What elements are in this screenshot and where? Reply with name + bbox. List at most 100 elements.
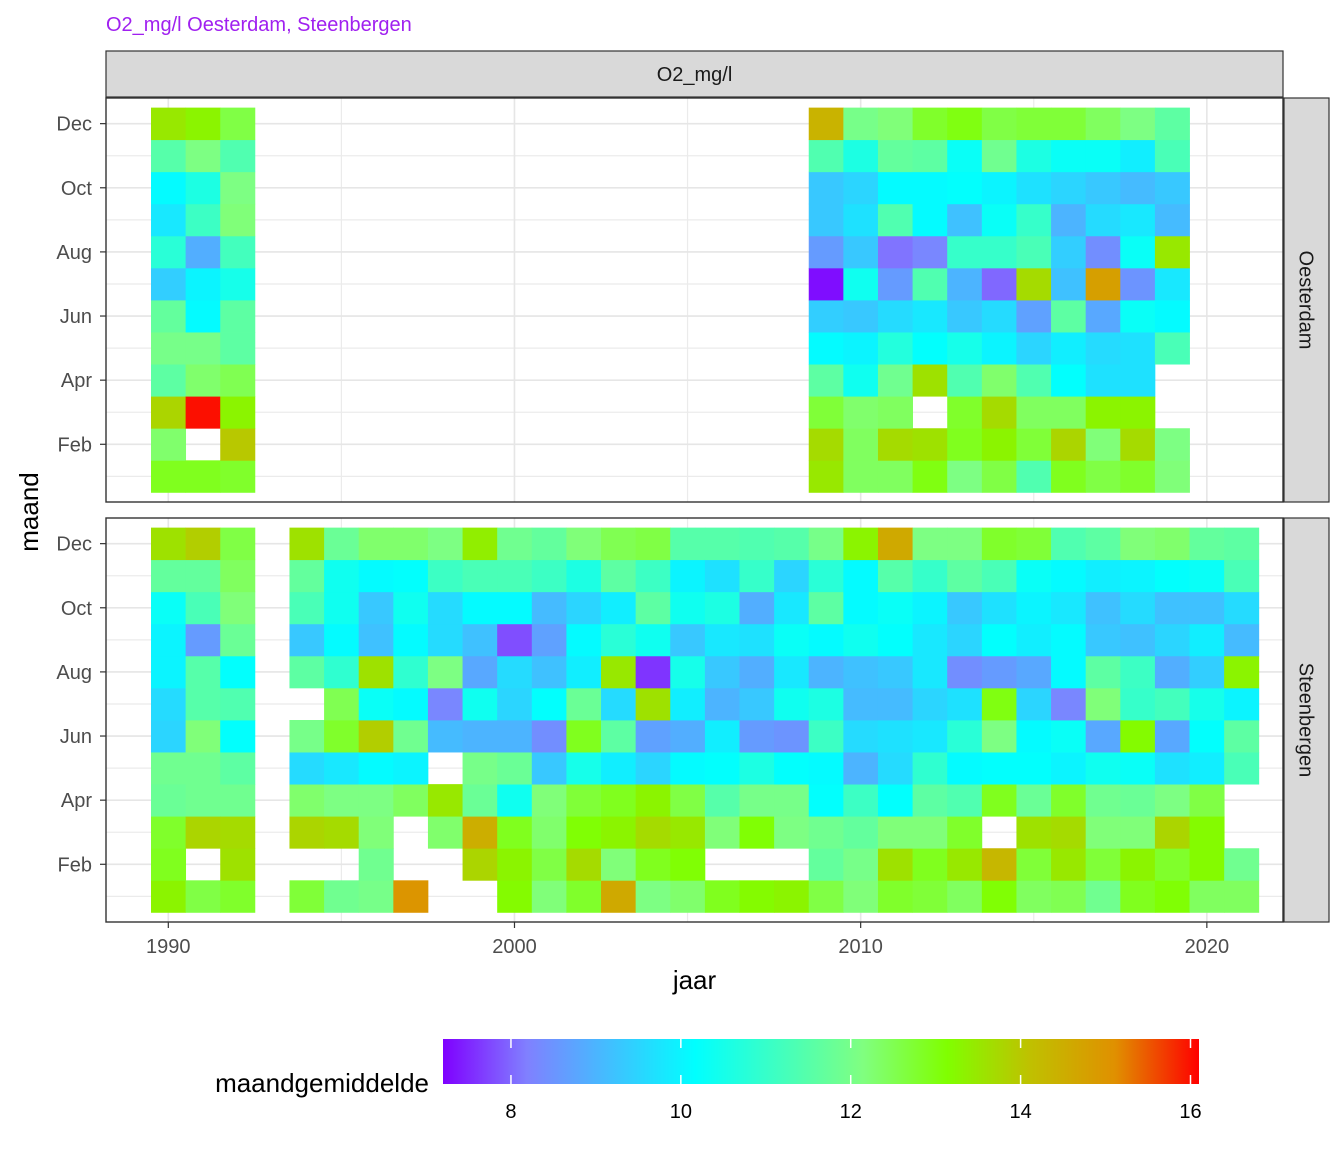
heatmap-tile	[1016, 428, 1052, 461]
heatmap-tile	[151, 107, 187, 141]
heatmap-tile	[220, 880, 256, 913]
heatmap-tile	[912, 720, 948, 753]
heatmap-tile	[912, 527, 948, 561]
heatmap-tile	[808, 591, 844, 625]
heatmap-tile	[912, 300, 948, 333]
heatmap-tile	[1016, 559, 1052, 593]
heatmap-tile	[1224, 559, 1260, 593]
heatmap-tile	[531, 559, 567, 593]
heatmap-tile	[947, 752, 983, 785]
heatmap-tile	[912, 848, 948, 881]
heatmap-tile	[843, 396, 879, 429]
heatmap-tile	[635, 784, 671, 817]
heatmap-tile	[601, 816, 637, 849]
heatmap-tile	[670, 880, 706, 913]
heatmap-tile	[670, 816, 706, 849]
x-tick-label: 1990	[146, 936, 191, 958]
heatmap-tile	[531, 816, 567, 849]
heatmap-tile	[1120, 107, 1156, 141]
heatmap-tile	[843, 752, 879, 785]
heatmap-tile	[220, 300, 256, 333]
heatmap-tile	[462, 559, 498, 593]
heatmap-tile	[324, 784, 360, 817]
heatmap-tile	[566, 687, 602, 721]
heatmap-tile	[531, 591, 567, 625]
heatmap-tile	[843, 720, 879, 753]
heatmap-tile	[774, 591, 810, 625]
heatmap-tile	[981, 848, 1017, 881]
heatmap-tile	[1051, 655, 1087, 689]
heatmap-tile	[947, 107, 983, 141]
heatmap-tile	[462, 752, 498, 785]
heatmap-tile	[635, 880, 671, 913]
heatmap-tile	[843, 171, 879, 205]
heatmap-tile	[151, 687, 187, 721]
heatmap-tile	[843, 848, 879, 881]
heatmap-tile	[981, 752, 1017, 785]
heatmap-tile	[947, 527, 983, 561]
heatmap-tile	[324, 527, 360, 561]
heatmap-tile	[1051, 267, 1087, 301]
heatmap-tile	[185, 364, 221, 397]
heatmap-tile	[185, 527, 221, 561]
heatmap-tile	[289, 720, 325, 753]
heatmap-tile	[1189, 623, 1225, 657]
heatmap-tile	[185, 591, 221, 625]
heatmap-tile	[981, 784, 1017, 817]
heatmap-tile	[185, 460, 221, 493]
heatmap-tile	[601, 527, 637, 561]
heatmap-tile	[981, 300, 1017, 333]
heatmap-tile	[808, 655, 844, 689]
heatmap-tile	[670, 720, 706, 753]
heatmap-tile	[843, 139, 879, 173]
heatmap-tile	[877, 720, 913, 753]
heatmap-tile	[220, 623, 256, 657]
heatmap-tile	[220, 107, 256, 141]
heatmap-tile	[1051, 816, 1087, 849]
heatmap-tile	[151, 880, 187, 913]
heatmap-tile	[981, 559, 1017, 593]
heatmap-tile	[947, 848, 983, 881]
heatmap-tile	[947, 203, 983, 237]
heatmap-tile	[912, 784, 948, 817]
heatmap-tile	[566, 559, 602, 593]
heatmap-tile	[358, 655, 394, 689]
heatmap-tile	[843, 332, 879, 365]
heatmap-tile	[1085, 720, 1121, 753]
heatmap-tile	[1085, 848, 1121, 881]
heatmap-tile	[808, 300, 844, 333]
heatmap-tile	[704, 880, 740, 913]
heatmap-tile	[1085, 880, 1121, 913]
heatmap-tile	[566, 848, 602, 881]
heatmap-tile	[877, 332, 913, 365]
heatmap-tile	[1154, 752, 1190, 785]
heatmap-tile	[601, 687, 637, 721]
heatmap-tile	[324, 655, 360, 689]
heatmap-tile	[1120, 591, 1156, 625]
heatmap-tile	[601, 848, 637, 881]
heatmap-tile	[1154, 655, 1190, 689]
heatmap-tile	[808, 880, 844, 913]
heatmap-tile	[185, 235, 221, 269]
heatmap-tile	[151, 591, 187, 625]
x-tick-label: 2020	[1185, 936, 1230, 958]
heatmap-tile	[947, 267, 983, 301]
heatmap-tile	[289, 880, 325, 913]
heatmap-tile	[185, 267, 221, 301]
heatmap-tile	[947, 559, 983, 593]
heatmap-tile	[1016, 784, 1052, 817]
heatmap-tile	[1085, 623, 1121, 657]
heatmap-tile	[1224, 591, 1260, 625]
heatmap-tile	[151, 816, 187, 849]
heatmap-tile	[151, 332, 187, 365]
y-tick-label: Aug	[56, 242, 92, 264]
heatmap-tile	[220, 428, 256, 461]
heatmap-tile	[1154, 559, 1190, 593]
heatmap-tile	[185, 559, 221, 593]
heatmap-tile	[427, 559, 463, 593]
heatmap-tile	[220, 655, 256, 689]
heatmap-tile	[808, 267, 844, 301]
heatmap-tile	[324, 623, 360, 657]
y-tick-label: Oct	[61, 598, 93, 620]
heatmap-tile	[462, 687, 498, 721]
